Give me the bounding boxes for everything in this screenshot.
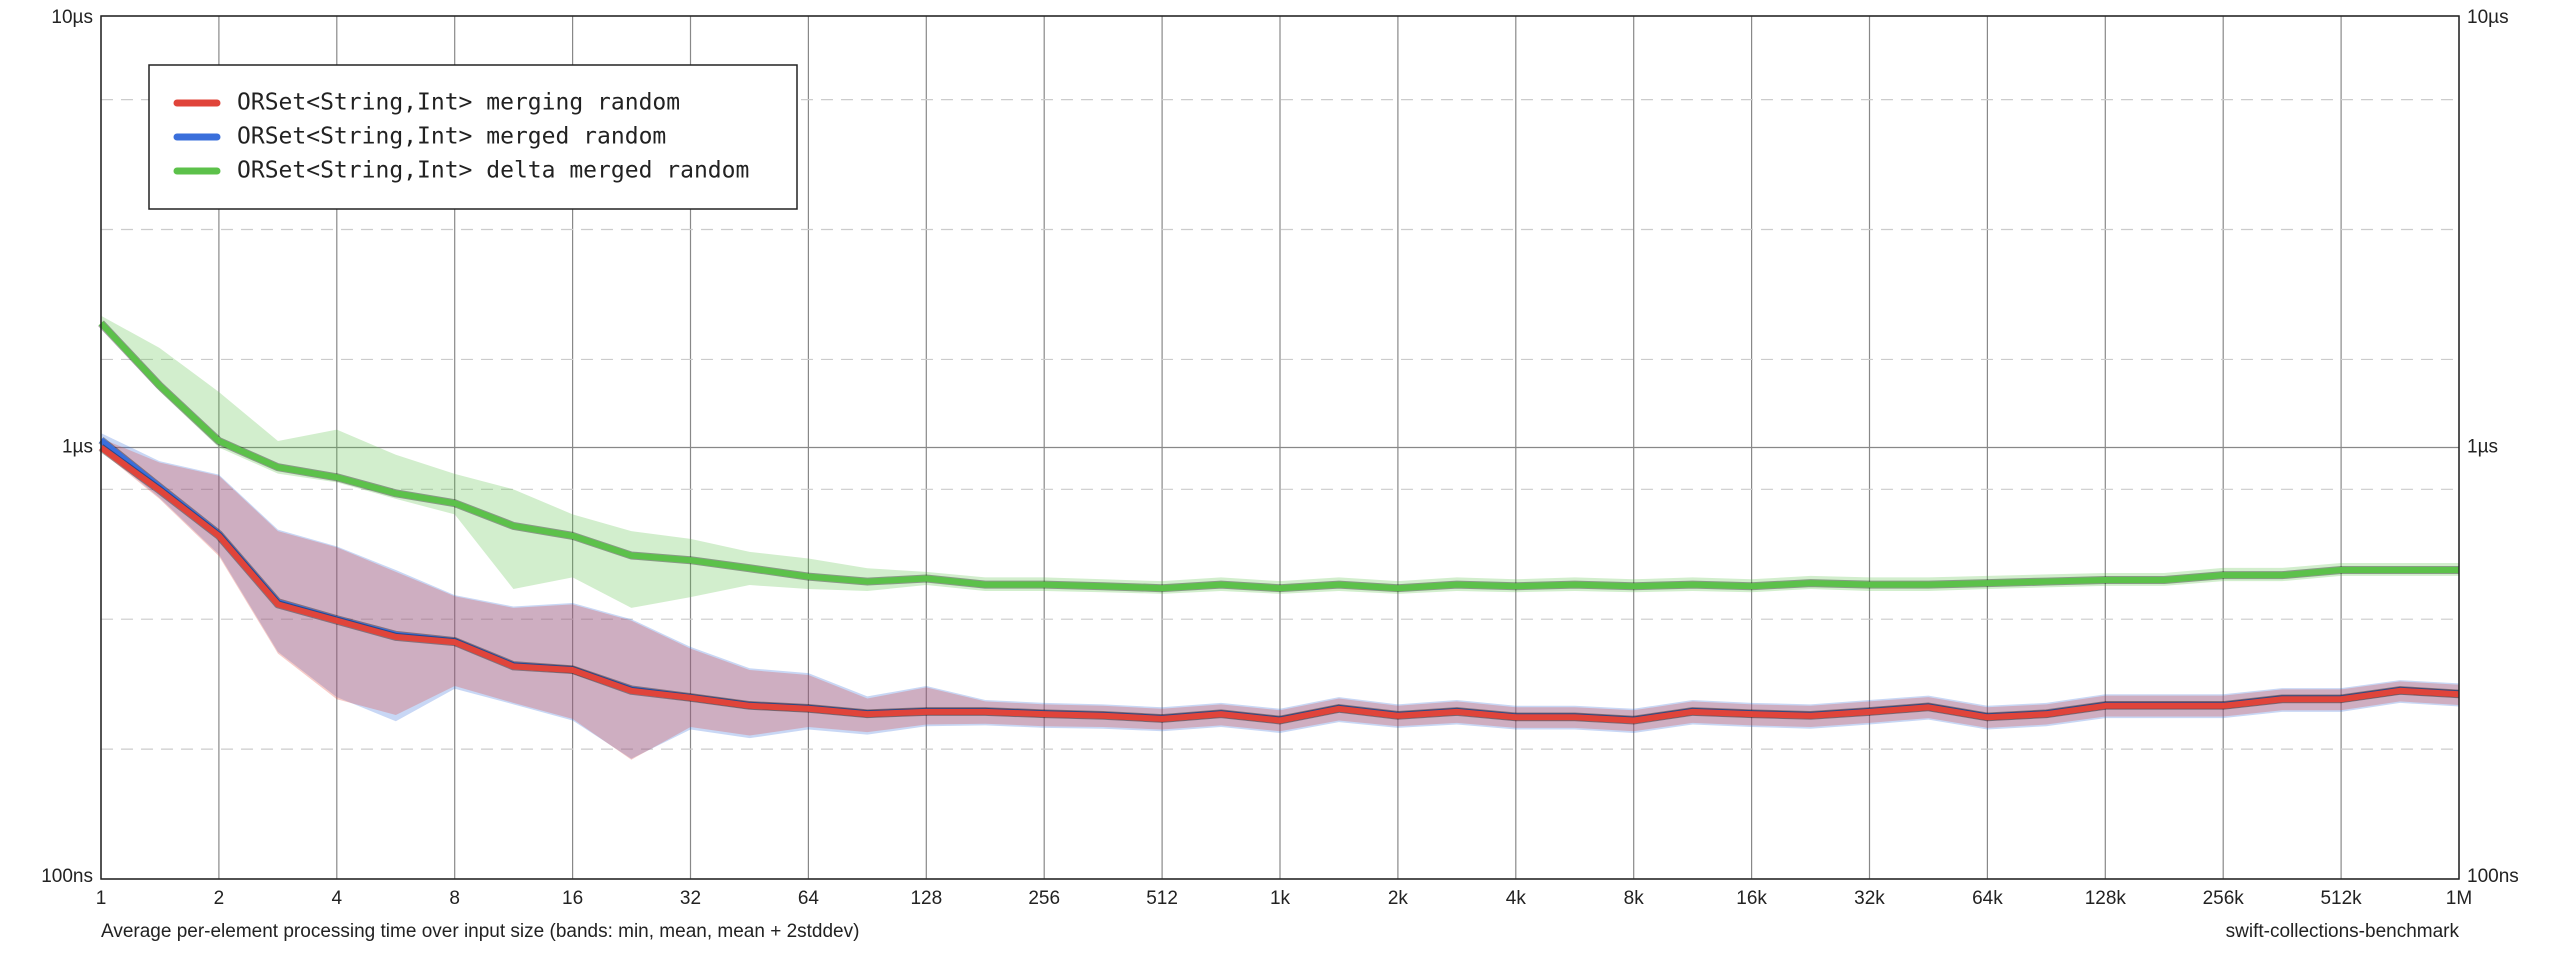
legend-label: ORSet<String,Int> merging random bbox=[237, 90, 680, 116]
x-axis-caption: Average per-element processing time over… bbox=[101, 921, 859, 942]
y2-tick-label: 10µs bbox=[2467, 7, 2509, 28]
x-tick-label: 512k bbox=[2320, 888, 2362, 909]
x-tick-label: 4k bbox=[1506, 888, 1527, 909]
y-tick-label: 10µs bbox=[51, 7, 93, 28]
series-band bbox=[101, 315, 2459, 608]
plot-frame bbox=[100, 15, 2460, 880]
series-band bbox=[101, 433, 2459, 759]
legend: ORSet<String,Int> merging random ORSet<St… bbox=[148, 64, 798, 210]
series-line bbox=[98, 321, 2459, 592]
x-tick-label: 64 bbox=[798, 888, 820, 909]
legend-label: ORSet<String,Int> delta merged random bbox=[237, 158, 749, 184]
x-tick-label: 128k bbox=[2085, 888, 2127, 909]
x-tick-label: 2 bbox=[214, 888, 225, 909]
x-tick-label: 8 bbox=[449, 888, 460, 909]
x-tick-label: 8k bbox=[1624, 888, 1645, 909]
x-tick-label: 256k bbox=[2203, 888, 2245, 909]
series-line bbox=[99, 445, 2460, 724]
x-tick-label: 1k bbox=[1270, 888, 1291, 909]
x-tick-label: 512 bbox=[1146, 888, 1178, 909]
legend-box bbox=[148, 64, 798, 210]
x-tick-label: 16k bbox=[1736, 888, 1767, 909]
y2-tick-label: 1µs bbox=[2467, 437, 2498, 458]
x-tick-label: 32 bbox=[680, 888, 701, 909]
x-tick-label: 64k bbox=[1972, 888, 2003, 909]
y-tick-label: 1µs bbox=[62, 437, 93, 458]
credit: swift-collections-benchmark bbox=[2226, 921, 2460, 942]
x-tick-label: 1M bbox=[2446, 888, 2472, 909]
x-tick-label: 1 bbox=[96, 888, 107, 909]
series-band bbox=[101, 438, 2459, 760]
x-tick-label: 4 bbox=[332, 888, 343, 909]
bands bbox=[101, 315, 2459, 760]
legend-label: ORSet<String,Int> merged random bbox=[237, 124, 666, 150]
x-tick-label: 32k bbox=[1854, 888, 1885, 909]
x-tick-label: 2k bbox=[1388, 888, 1409, 909]
lines bbox=[98, 320, 2460, 725]
x-tick-label: 128 bbox=[910, 888, 942, 909]
y2-tick-label: 100ns bbox=[2467, 866, 2519, 887]
x-tick-label: 256 bbox=[1028, 888, 1060, 909]
x-tick-label: 16 bbox=[562, 888, 583, 909]
y-tick-label: 100ns bbox=[41, 866, 93, 887]
